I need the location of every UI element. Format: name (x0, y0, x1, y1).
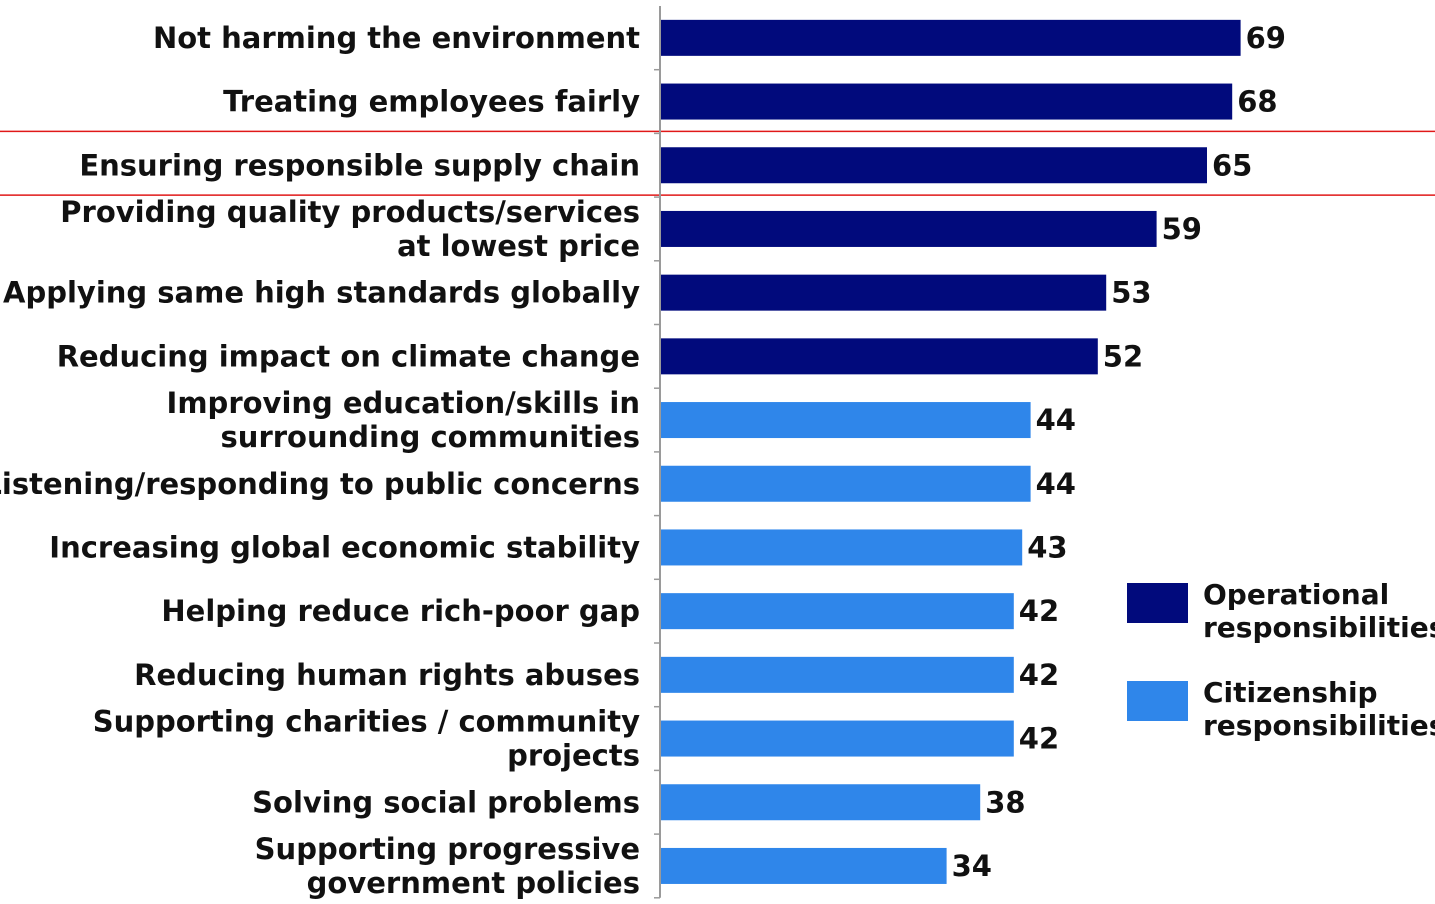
bar (661, 465, 1031, 502)
value-label: 38 (985, 785, 1025, 819)
category-label: Treating employees fairly (223, 85, 640, 119)
bar (661, 274, 1107, 311)
category-label: Not harming the environment (153, 21, 640, 55)
legend-swatch-citizenship (1127, 681, 1188, 721)
value-label: 65 (1212, 148, 1252, 182)
value-label: 42 (1019, 722, 1059, 756)
value-label: 42 (1019, 658, 1059, 692)
category-label: Reducing human rights abuses (134, 658, 640, 692)
value-label: 44 (1036, 403, 1076, 437)
bar (661, 210, 1157, 247)
bar (661, 19, 1241, 56)
category-label: Solving social problems (252, 785, 640, 819)
bar (661, 83, 1233, 120)
bar (661, 847, 947, 884)
category-label: Helping reduce rich-poor gap (161, 594, 640, 628)
value-label: 69 (1246, 21, 1286, 55)
category-label: Increasing global economic stability (49, 530, 640, 564)
bar (661, 529, 1023, 566)
category-label: Reducing impact on climate change (57, 339, 640, 373)
bar (661, 784, 981, 821)
category-label: Supporting progressive government policie… (255, 832, 640, 900)
value-label: 43 (1027, 530, 1067, 564)
category-label: Applying same high standards globally (3, 276, 640, 310)
bar (661, 338, 1098, 375)
value-label: 42 (1019, 594, 1059, 628)
bar (661, 402, 1031, 439)
category-label: Listening/responding to public concerns (0, 467, 640, 501)
value-label: 53 (1111, 276, 1151, 310)
value-label: 52 (1103, 339, 1143, 373)
bar (661, 147, 1207, 184)
value-label: 59 (1162, 212, 1202, 246)
category-label: Supporting charities / community projects (93, 705, 640, 773)
category-label: Ensuring responsible supply chain (79, 148, 640, 182)
value-label: 44 (1036, 467, 1076, 501)
legend-label-citizenship: Citizenship responsibilities (1203, 676, 1435, 742)
legend-swatch-operational (1127, 583, 1188, 623)
category-label: Improving education/skills in surrounding… (167, 386, 640, 454)
legend-label-operational: Operational responsibilities (1203, 578, 1435, 644)
bar (661, 656, 1014, 693)
value-label: 34 (952, 849, 992, 883)
value-label: 68 (1237, 85, 1277, 119)
bar (661, 720, 1014, 757)
bar (661, 593, 1014, 630)
category-label: Providing quality products/services at lo… (60, 195, 640, 263)
